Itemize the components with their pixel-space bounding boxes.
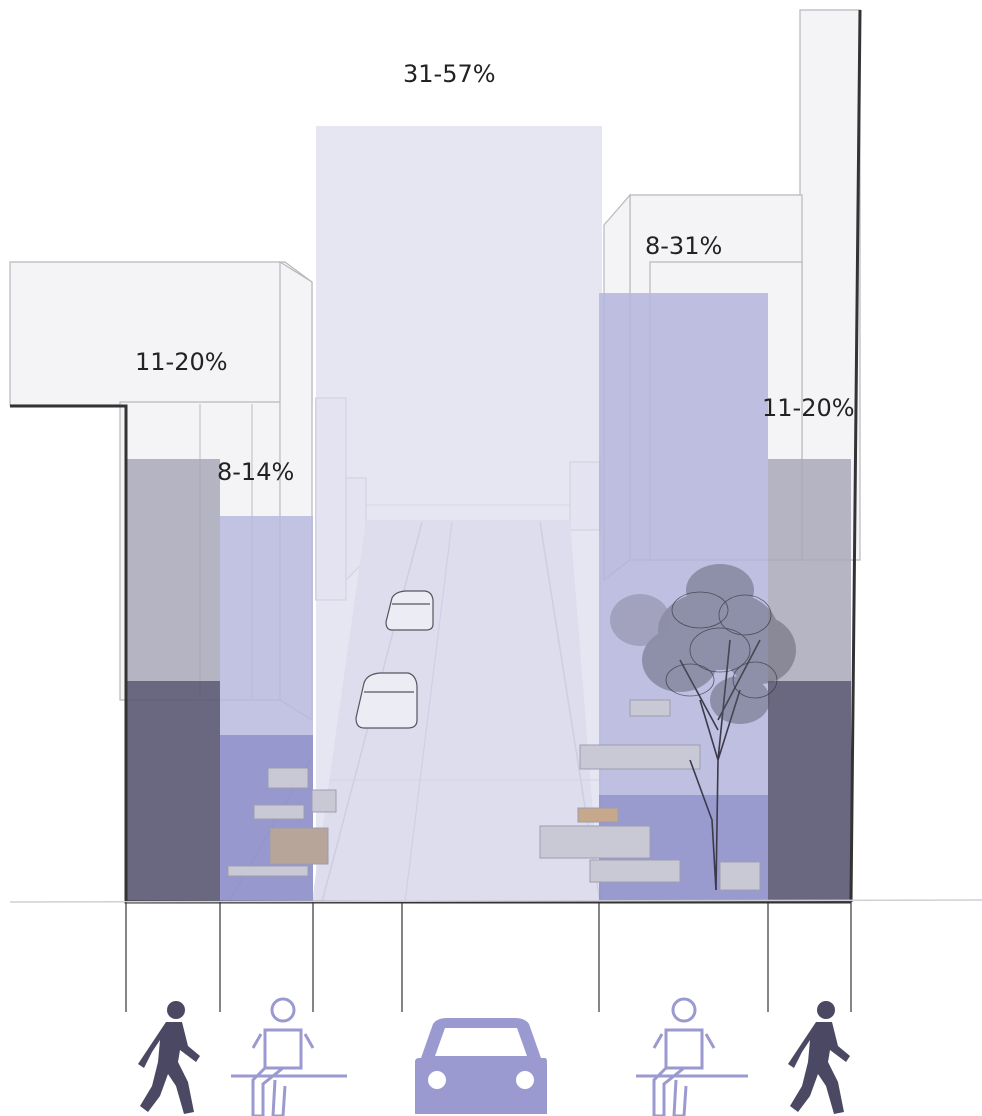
right-seating-percent-label: 8-31%	[645, 232, 723, 260]
right-seating-zone-light	[599, 293, 768, 795]
right-sidewalk-zone-light	[768, 459, 851, 681]
pedestrian-icon	[138, 1001, 200, 1114]
right-sidewalk-percent-label: 11-20%	[762, 394, 855, 422]
roadway-percent-label: 31-57%	[403, 60, 496, 88]
left-sidewalk-zone-dark	[126, 681, 220, 902]
roadway-zone	[316, 126, 602, 902]
section-outline	[10, 9, 862, 904]
dimension-ticks	[125, 902, 852, 1012]
left-sidewalk-percent-label: 11-20%	[135, 348, 228, 376]
left-seating-percent-label: 8-14%	[217, 458, 295, 486]
car-sketch-near	[355, 672, 418, 729]
left-seating-zone-light	[220, 516, 313, 735]
pedestrian-icon	[788, 1001, 850, 1114]
street-furniture	[227, 699, 761, 891]
tree-sketch	[610, 564, 796, 891]
car-icon	[415, 1018, 547, 1114]
right-sidewalk-zone-dark	[768, 681, 851, 902]
seated-person-icon	[231, 997, 347, 1116]
left-sidewalk-zone-light	[126, 459, 220, 681]
car-sketch-far	[385, 590, 434, 631]
ground-line	[9, 899, 982, 903]
seated-person-icon	[636, 997, 748, 1116]
left-building-top	[9, 261, 313, 406]
